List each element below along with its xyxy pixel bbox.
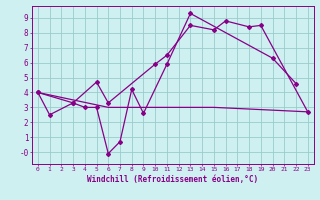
X-axis label: Windchill (Refroidissement éolien,°C): Windchill (Refroidissement éolien,°C) bbox=[87, 175, 258, 184]
